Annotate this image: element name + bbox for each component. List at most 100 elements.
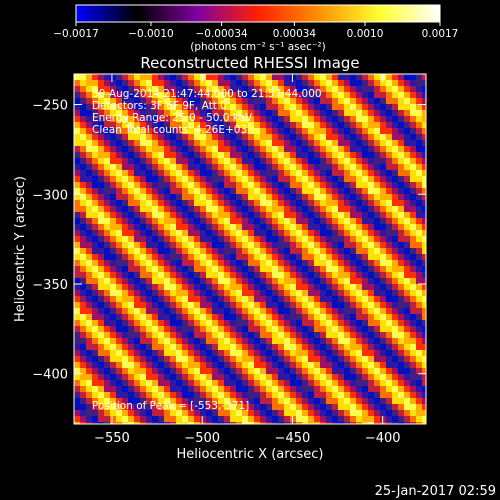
heatmap-cell <box>410 158 416 164</box>
heatmap-cell <box>146 98 152 104</box>
heatmap-cell <box>182 248 188 254</box>
heatmap-cell <box>110 284 116 290</box>
heatmap-cell <box>236 278 242 284</box>
heatmap-cell <box>206 410 212 416</box>
heatmap-cell <box>110 308 116 314</box>
heatmap-cell <box>260 266 266 272</box>
heatmap-cell <box>140 398 146 404</box>
heatmap-cell <box>278 176 284 182</box>
heatmap-cell <box>194 194 200 200</box>
heatmap-cell <box>134 386 140 392</box>
heatmap-cell <box>146 404 152 410</box>
heatmap-cell <box>260 272 266 278</box>
heatmap-cell <box>398 86 404 92</box>
heatmap-cell <box>260 104 266 110</box>
heatmap-cell <box>194 422 200 424</box>
heatmap-cell <box>296 236 302 242</box>
heatmap-cell <box>146 392 152 398</box>
heatmap-cell <box>386 188 392 194</box>
heatmap-cell <box>326 236 332 242</box>
heatmap-cell <box>80 260 86 266</box>
heatmap-cell <box>104 278 110 284</box>
heatmap-cell <box>326 272 332 278</box>
heatmap-cell <box>416 188 422 194</box>
heatmap-cell <box>194 212 200 218</box>
heatmap-cell <box>284 350 290 356</box>
heatmap-cell <box>254 212 260 218</box>
heatmap-cell <box>248 404 254 410</box>
heatmap-cell <box>308 224 314 230</box>
heatmap-cell <box>212 176 218 182</box>
heatmap-cell <box>314 98 320 104</box>
heatmap-cell <box>104 362 110 368</box>
heatmap-cell <box>410 386 416 392</box>
heatmap-cell <box>206 374 212 380</box>
heatmap-cell <box>98 248 104 254</box>
heatmap-cell <box>158 254 164 260</box>
heatmap-cell <box>410 368 416 374</box>
heatmap-cell <box>182 104 188 110</box>
heatmap-cell <box>422 272 426 278</box>
heatmap-cell <box>410 122 416 128</box>
heatmap-cell <box>128 386 134 392</box>
heatmap-cell <box>164 200 170 206</box>
heatmap-cell <box>248 122 254 128</box>
heatmap-cell <box>152 86 158 92</box>
heatmap-cell <box>254 326 260 332</box>
heatmap-cell <box>92 140 98 146</box>
heatmap-cell <box>164 110 170 116</box>
heatmap-cell <box>248 200 254 206</box>
heatmap-cell <box>104 242 110 248</box>
heatmap-cell <box>266 80 272 86</box>
heatmap-cell <box>230 272 236 278</box>
heatmap-cell <box>266 356 272 362</box>
heatmap-cell <box>278 356 284 362</box>
heatmap-cell <box>380 374 386 380</box>
heatmap-cell <box>212 266 218 272</box>
heatmap-cell <box>146 158 152 164</box>
heatmap-cell <box>116 218 122 224</box>
heatmap-cell <box>248 362 254 368</box>
heatmap-cell <box>110 290 116 296</box>
heatmap-cell <box>170 164 176 170</box>
heatmap-cell <box>236 224 242 230</box>
heatmap-cell <box>242 86 248 92</box>
heatmap-cell <box>332 338 338 344</box>
x-axis-ticks: −550 −500 −450 −400 <box>94 74 401 446</box>
heatmap-cell <box>308 260 314 266</box>
heatmap-cell <box>230 248 236 254</box>
heatmap-cell <box>272 200 278 206</box>
heatmap-cell <box>284 290 290 296</box>
heatmap-cell <box>224 266 230 272</box>
heatmap-cell <box>128 104 134 110</box>
heatmap-cell <box>188 92 194 98</box>
heatmap-cell <box>122 152 128 158</box>
heatmap-cell <box>302 374 308 380</box>
heatmap-cell <box>116 80 122 86</box>
heatmap-cell <box>254 356 260 362</box>
heatmap-cell <box>128 374 134 380</box>
heatmap-cell <box>104 98 110 104</box>
heatmap-cell <box>170 266 176 272</box>
heatmap-cell <box>278 164 284 170</box>
heatmap-cell <box>194 182 200 188</box>
heatmap-cell <box>338 152 344 158</box>
heatmap-cell <box>134 74 140 80</box>
heatmap-cell <box>242 308 248 314</box>
heatmap-cell <box>104 254 110 260</box>
heatmap-cell <box>152 416 158 422</box>
heatmap-cell <box>296 188 302 194</box>
heatmap-cell <box>362 422 368 424</box>
heatmap-cell <box>110 158 116 164</box>
heatmap-cell <box>128 368 134 374</box>
heatmap-cell <box>350 122 356 128</box>
heatmap-cell <box>206 254 212 260</box>
heatmap-cell <box>296 122 302 128</box>
heatmap-cell <box>374 158 380 164</box>
heatmap-cell <box>164 236 170 242</box>
heatmap-cell <box>308 284 314 290</box>
heatmap-cell <box>422 248 426 254</box>
heatmap-cell <box>278 338 284 344</box>
heatmap-cell <box>122 242 128 248</box>
heatmap-cell <box>146 308 152 314</box>
